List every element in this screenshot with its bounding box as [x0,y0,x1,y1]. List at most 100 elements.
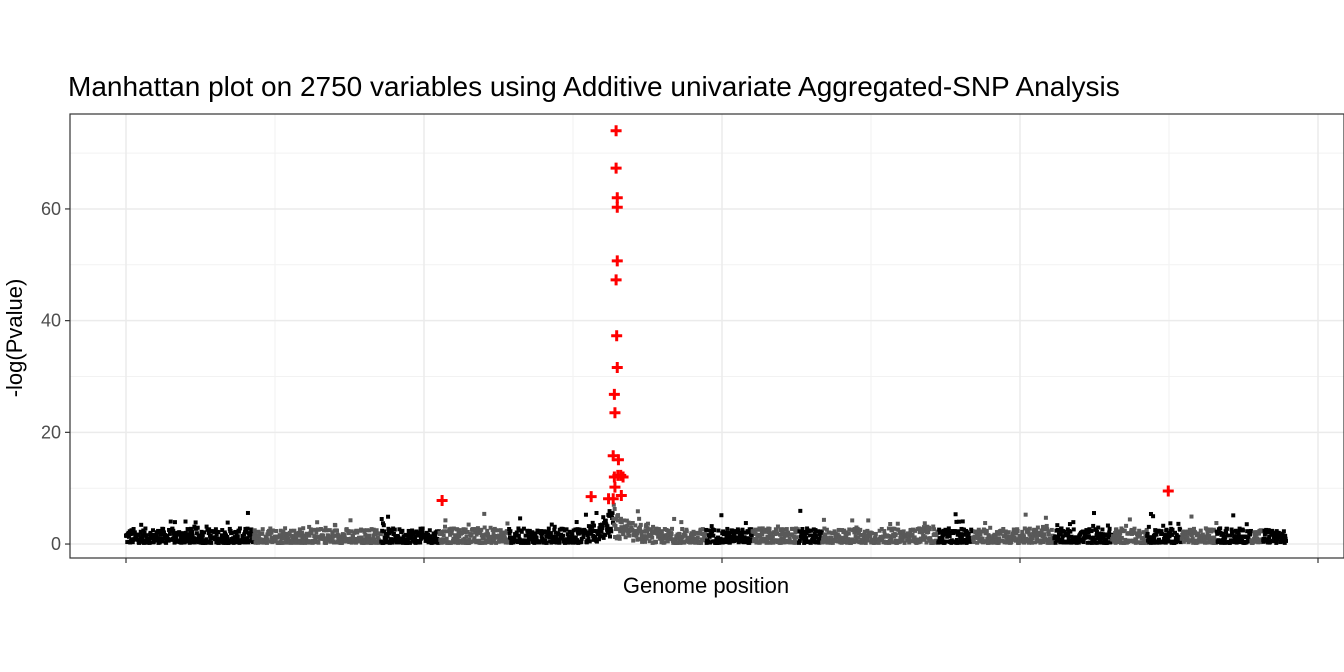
data-point [130,540,135,545]
data-point [514,530,519,535]
data-point [906,538,911,543]
data-point [1266,528,1271,533]
data-point [927,527,932,532]
data-point [784,527,789,532]
y-tick-label: 20 [41,422,61,442]
significant-point [611,330,623,342]
data-point [684,529,689,534]
data-point [457,528,462,533]
data-point [932,532,937,537]
data-point [1114,527,1119,532]
data-point [1094,529,1099,534]
data-point [543,538,548,543]
data-point [499,535,504,540]
data-point [742,535,747,540]
data-point [164,540,169,545]
data-point [1222,540,1227,545]
data-point [451,526,456,531]
data-point [434,529,439,534]
data-point [590,520,595,525]
data-point [637,516,642,521]
data-point [649,533,654,538]
data-point [235,534,240,539]
data-point [413,540,418,545]
data-point [237,529,242,534]
data-point [234,530,239,535]
data-point [719,513,724,518]
data-point [537,539,542,544]
data-point [900,538,905,543]
x-axis-title: Genome position [623,573,789,598]
data-point [524,533,529,538]
data-point [757,526,762,531]
data-point [619,520,624,525]
data-point [1032,540,1037,545]
data-point [1122,528,1127,533]
data-point [785,533,790,538]
data-point [1251,537,1256,542]
data-point [778,540,783,545]
data-point [462,536,467,541]
data-point [472,536,477,541]
data-point [791,534,796,539]
data-point [1039,528,1044,533]
data-point [212,530,217,535]
data-point [830,531,835,536]
data-point [792,538,797,543]
data-point [907,536,912,541]
data-point [485,528,490,533]
data-point [156,528,161,533]
data-point [413,535,418,540]
data-point [1068,529,1073,534]
data-point [947,530,952,535]
data-point [531,535,536,540]
data-point [829,535,834,540]
data-point [1258,540,1263,545]
data-point [461,527,466,532]
data-point [1167,539,1172,544]
data-point [256,540,261,545]
data-point [770,534,775,539]
data-point [794,535,799,540]
data-point [970,529,975,534]
data-point [1046,532,1051,537]
data-point [463,527,468,532]
data-point [179,540,184,545]
data-point [974,532,979,537]
data-point [299,530,304,535]
data-point [601,535,606,540]
data-point [769,531,774,536]
significant-point [611,192,623,204]
data-point [1170,532,1175,537]
data-point [1092,537,1097,542]
data-point [921,525,926,530]
data-point [786,530,791,535]
data-point [818,535,823,540]
data-point [672,516,677,521]
data-point [283,526,288,531]
data-point [567,529,572,534]
data-point [954,537,959,542]
data-point [581,535,586,540]
data-point [1154,532,1159,537]
data-point [1096,525,1101,530]
data-point [733,538,738,543]
data-point [862,529,867,534]
data-point [882,529,887,534]
y-tick-label: 40 [41,311,61,331]
data-point [1151,540,1156,545]
data-point [1140,536,1145,541]
data-point [574,540,579,545]
data-point [318,527,323,532]
data-point [823,533,828,538]
data-point [526,540,531,545]
data-point [613,527,618,532]
data-point [291,540,296,545]
data-point [981,539,986,544]
data-point [407,540,412,545]
data-point [405,540,410,545]
data-point [922,521,927,526]
data-point [215,536,220,541]
data-point [1127,531,1132,536]
data-point [800,527,805,532]
